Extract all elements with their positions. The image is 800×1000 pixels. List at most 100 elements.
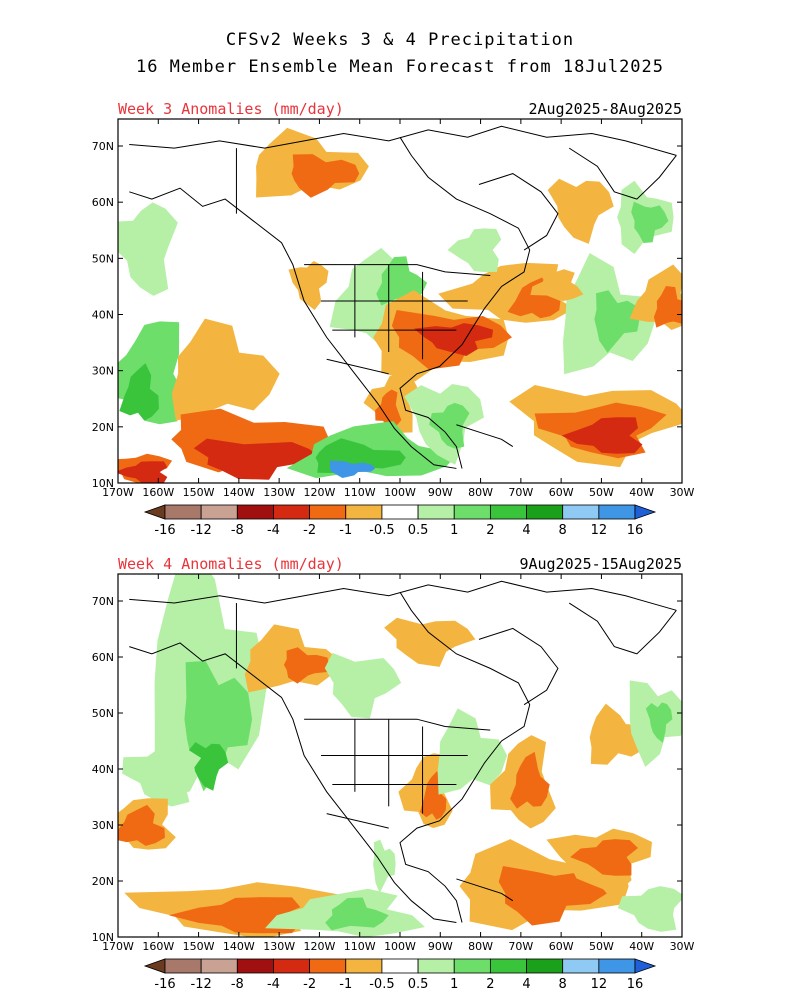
anomaly-region [589, 703, 647, 765]
lat-label: 60N [92, 651, 114, 664]
anomaly-region [561, 417, 643, 454]
anomaly-region [498, 866, 607, 926]
lon-label: 140W [223, 940, 255, 953]
coastline [456, 424, 514, 448]
colorbar-swatch [200, 504, 238, 520]
anomaly-region [570, 839, 639, 876]
anomaly-region [118, 804, 166, 846]
lon-label: 160W [142, 486, 174, 499]
coastline [326, 358, 389, 375]
chart-title: CFSv2 Weeks 3 & 4 Precipitation [225, 30, 575, 50]
colorbar-arrow-left [143, 958, 166, 974]
colorbar-label: -8 [231, 977, 244, 992]
coastline [456, 878, 514, 902]
colorbar-swatch [562, 958, 600, 974]
anomaly-region [188, 742, 229, 791]
colorbar-label: -16 [154, 523, 175, 538]
colorbar-label: -16 [154, 977, 175, 992]
lat-label: 10N [92, 477, 114, 490]
coastlines [129, 125, 677, 469]
anomaly-region [429, 402, 470, 449]
week3-heading: Week 3 Anomalies (mm/day) [118, 100, 344, 118]
lon-label: 40W [629, 486, 654, 499]
lat-label: 40N [92, 309, 114, 322]
lon-label: 150W [183, 940, 215, 953]
anomaly-region [384, 617, 476, 667]
colorbar-swatch [164, 958, 202, 974]
colorbar-label: 0.5 [408, 977, 429, 992]
lon-label: 120W [303, 486, 335, 499]
colorbar-swatch [453, 504, 491, 520]
map-panel-2: 170W 160W 150W 140W 130W 120W 110W 100W 90W 80W 70… [92, 573, 695, 992]
colorbar-label: 2 [486, 977, 494, 992]
lat-label: 20N [92, 875, 114, 888]
lon-label: 100W [384, 486, 416, 499]
colorbar-swatch [417, 504, 455, 520]
colorbar-swatch [526, 504, 564, 520]
lat-label: 20N [92, 421, 114, 434]
anomaly-region [373, 839, 396, 894]
colorbar-swatch [309, 958, 347, 974]
lat-label: 70N [92, 595, 114, 608]
chart-subtitle: 16 Member Ensemble Mean Forecast from 18… [135, 57, 665, 77]
lon-label: 60W [549, 486, 574, 499]
colorbar-swatch [417, 958, 455, 974]
colorbar-label: 2 [486, 523, 494, 538]
colorbar-label: 16 [627, 977, 644, 992]
colorbar-swatch [345, 958, 383, 974]
anomaly-region [119, 363, 159, 421]
coastline [568, 602, 677, 655]
colorbar-label: -1 [339, 977, 352, 992]
lat-label: 10N [92, 931, 114, 944]
map-panel-1: 170W 160W 150W 140W 130W 120W 110W 100W 90W 80W 70… [92, 118, 695, 538]
colorbar-label: -12 [191, 523, 212, 538]
lon-label: 130W [263, 486, 295, 499]
anomaly-region [530, 269, 584, 302]
colorbar-swatch [309, 504, 347, 520]
anomaly-region [288, 260, 329, 311]
lon-label: 60W [549, 940, 574, 953]
lat-label: 50N [92, 707, 114, 720]
anomaly-region [375, 389, 402, 429]
lon-label: 130W [263, 940, 295, 953]
coastlines [129, 580, 677, 923]
colorbar-label: -0.5 [369, 977, 394, 992]
colorbar-label: -4 [267, 523, 280, 538]
lon-label: 90W [428, 940, 453, 953]
colorbar-swatch [236, 504, 274, 520]
anomaly-region [653, 285, 682, 328]
colorbar-label: 4 [522, 977, 530, 992]
colorbar-swatch [489, 958, 527, 974]
coastline [399, 136, 531, 469]
colorbar-swatch [526, 958, 564, 974]
colorbar-swatch [381, 504, 419, 520]
lon-label: 80W [468, 940, 493, 953]
coastline [304, 718, 491, 731]
coastline [304, 264, 491, 277]
anomaly-region [118, 461, 168, 483]
lat-label: 70N [92, 140, 114, 153]
colorbar-swatch [489, 504, 527, 520]
colorbar-label: -1 [339, 523, 352, 538]
colorbar-swatch [200, 958, 238, 974]
anomaly-region [547, 178, 614, 244]
anomaly-region [283, 647, 330, 684]
week4-dates: 9Aug2025-15Aug2025 [519, 555, 682, 573]
colorbar-swatch [598, 958, 636, 974]
anomaly-region [510, 751, 550, 809]
lon-label: 40W [629, 940, 654, 953]
lat-label: 30N [92, 819, 114, 832]
colorbar-label: 8 [559, 977, 567, 992]
colorbar-swatch [273, 504, 311, 520]
colorbar: -16 -12 -8 -4 -2 -1 -0.5 0.5 1 2 4 8 12 16 [143, 504, 657, 538]
lon-label: 140W [223, 486, 255, 499]
colorbar-label: -8 [231, 523, 244, 538]
anomaly-shading [118, 574, 682, 937]
lat-label: 40N [92, 763, 114, 776]
lon-label: 50W [589, 486, 614, 499]
lon-label: 150W [183, 486, 215, 499]
week3-dates: 2Aug2025-8Aug2025 [528, 100, 682, 118]
anomaly-region [447, 228, 502, 273]
colorbar-label: 16 [627, 523, 644, 538]
